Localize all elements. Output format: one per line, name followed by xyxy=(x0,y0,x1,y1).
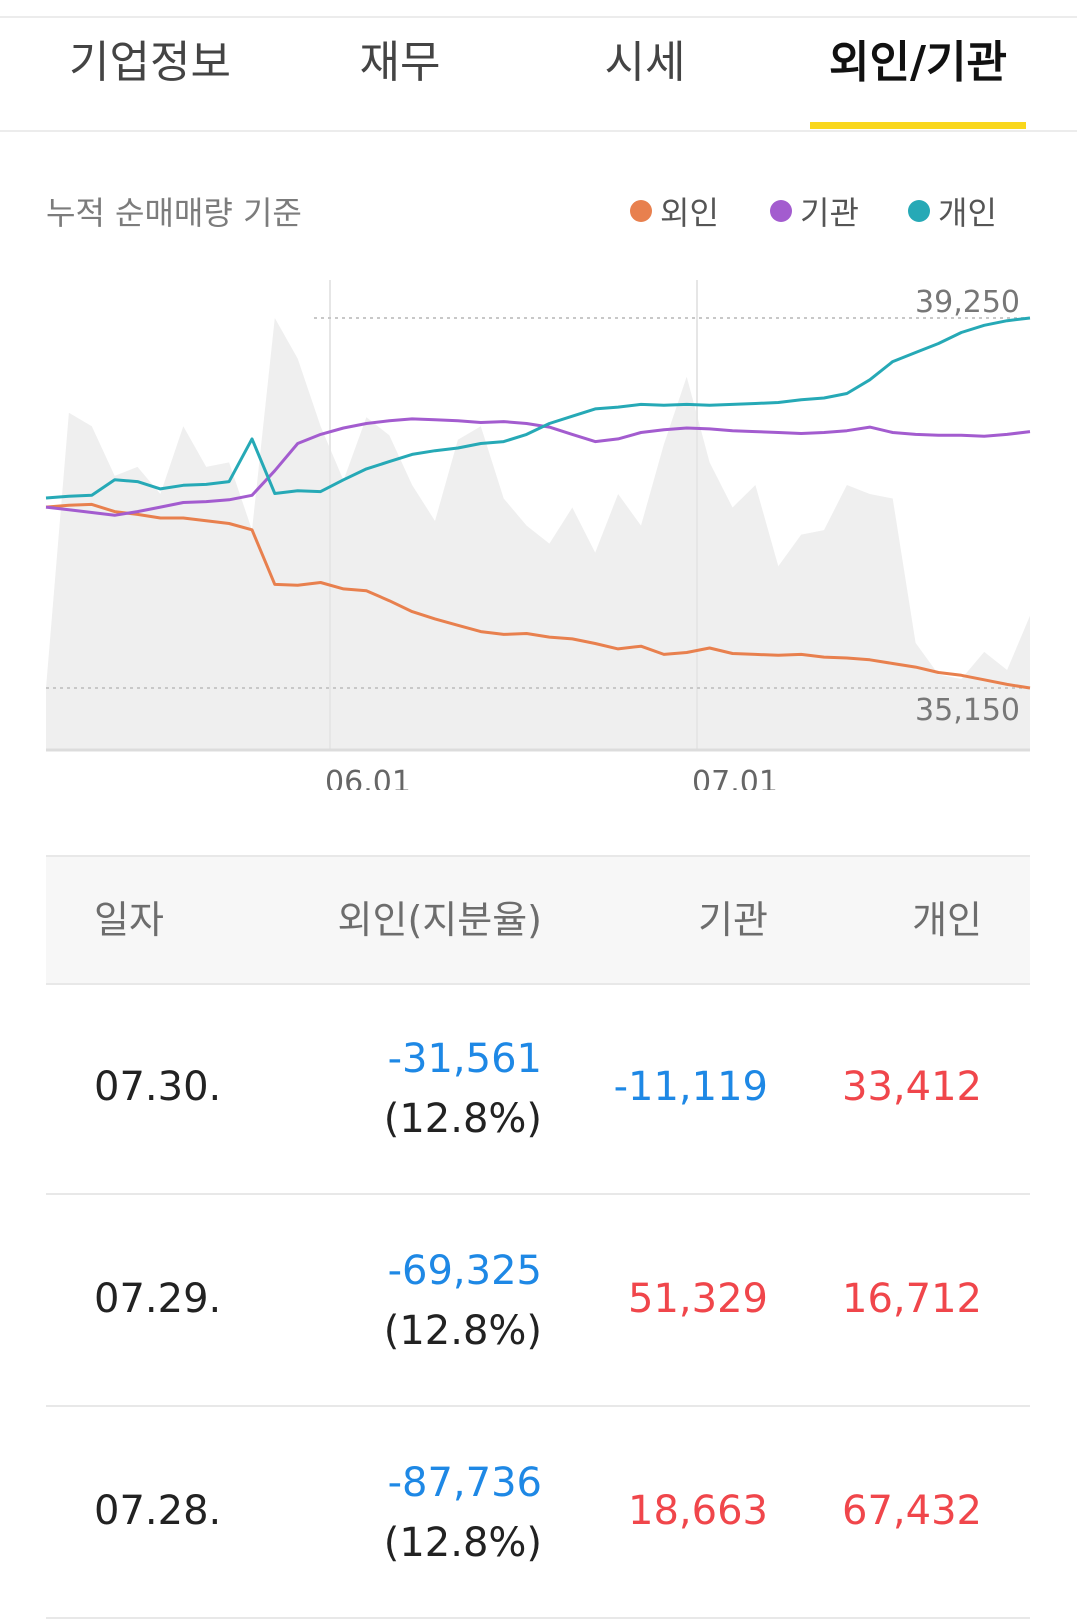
legend-dot-icon xyxy=(630,200,652,222)
header-individual: 개인 xyxy=(912,898,982,942)
row-date: 07.29. xyxy=(94,1276,222,1322)
y-min-label: 35,150 xyxy=(915,693,1020,728)
table-row: 07.29. -69,325 (12.8%) 51,329 16,712 xyxy=(46,1193,1030,1407)
row-individual: 67,432 xyxy=(842,1488,982,1534)
series-line-foreign xyxy=(45,502,1031,690)
price-area xyxy=(46,318,1030,750)
row-individual: 33,412 xyxy=(842,1064,982,1110)
row-foreign: -87,736 (12.8%) xyxy=(384,1453,542,1573)
y-max-label: 39,250 xyxy=(915,285,1020,320)
legend-item-foreign: 외인 xyxy=(630,188,719,234)
legend-label: 기관 xyxy=(800,194,859,232)
cumulative-trade-chart: 39,250 35,150 06.01 07.01 xyxy=(45,280,1031,790)
top-divider xyxy=(0,16,1077,18)
foreign-value: -87,736 xyxy=(387,1460,542,1506)
tab-finance[interactable]: 재무 xyxy=(359,37,441,88)
foreign-value: -69,325 xyxy=(387,1248,542,1294)
series-line-individual xyxy=(45,316,1031,500)
x-tick-label: 07.01 xyxy=(692,765,778,790)
foreign-ratio: (12.8%) xyxy=(383,1520,542,1566)
row-date: 07.30. xyxy=(94,1064,222,1110)
header-institution: 기관 xyxy=(698,898,768,942)
legend-label: 개인 xyxy=(938,194,997,232)
legend-item-institution: 기관 xyxy=(770,188,859,234)
legend-dot-icon xyxy=(770,200,792,222)
tab-company-info[interactable]: 기업정보 xyxy=(69,37,231,88)
table-row: 07.28. -87,736 (12.8%) 18,663 67,432 xyxy=(46,1405,1030,1619)
foreign-value: -31,561 xyxy=(387,1036,542,1082)
legend-label: 외인 xyxy=(660,194,719,232)
row-institution: 18,663 xyxy=(628,1488,768,1534)
row-individual: 16,712 xyxy=(842,1276,982,1322)
row-institution: 51,329 xyxy=(628,1276,768,1322)
tab-bar: 기업정보 재무 시세 외인/기관 xyxy=(0,18,1077,132)
legend-item-individual: 개인 xyxy=(908,188,997,234)
foreign-ratio: (12.8%) xyxy=(383,1308,542,1354)
row-date: 07.28. xyxy=(94,1488,222,1534)
header-foreign: 외인(지분율) xyxy=(337,898,542,942)
row-institution: -11,119 xyxy=(613,1064,768,1110)
tab-price[interactable]: 시세 xyxy=(604,37,686,88)
x-tick-label: 06.01 xyxy=(325,765,411,790)
row-foreign: -31,561 (12.8%) xyxy=(384,1029,542,1149)
legend-dot-icon xyxy=(908,200,930,222)
foreign-ratio: (12.8%) xyxy=(383,1096,542,1142)
chart-caption: 누적 순매매량 기준 xyxy=(46,194,302,232)
row-foreign: -69,325 (12.8%) xyxy=(384,1241,542,1361)
table-row: 07.30. -31,561 (12.8%) -11,119 33,412 xyxy=(46,981,1030,1195)
series-line-institution xyxy=(45,417,1031,517)
header-date: 일자 xyxy=(94,898,164,942)
tab-foreign-institution[interactable]: 외인/기관 xyxy=(829,37,1007,88)
table-header: 일자 외인(지분율) 기관 개인 xyxy=(46,855,1030,985)
active-tab-indicator xyxy=(810,122,1026,129)
